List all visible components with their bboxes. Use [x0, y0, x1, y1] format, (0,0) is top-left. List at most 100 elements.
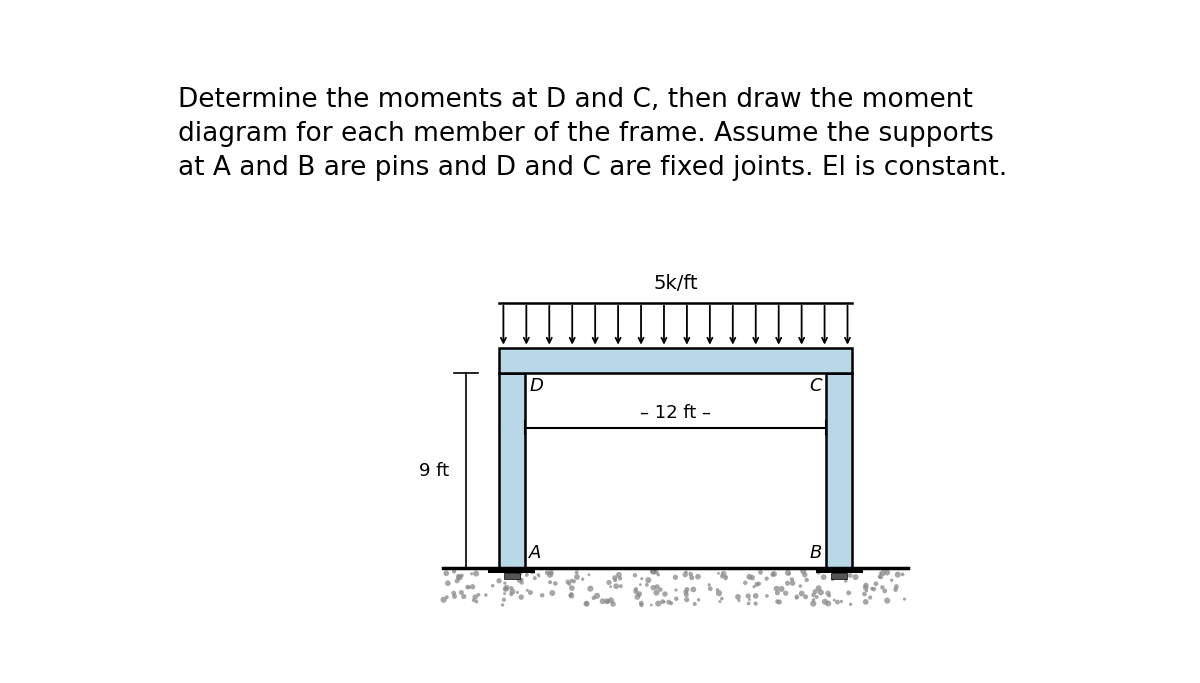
Point	[606, 581, 625, 591]
Point	[653, 596, 672, 607]
Point	[877, 567, 896, 578]
Text: D: D	[529, 377, 544, 395]
Point	[716, 572, 736, 583]
Point	[887, 581, 906, 592]
Point	[708, 585, 727, 596]
Point	[730, 595, 749, 606]
Point	[866, 579, 886, 589]
Point	[510, 568, 529, 579]
Point	[805, 586, 824, 597]
Point	[643, 566, 662, 577]
Point	[666, 572, 685, 583]
Point	[444, 587, 463, 598]
Point	[818, 598, 838, 609]
Point	[824, 595, 844, 606]
Point	[601, 595, 620, 606]
Point	[739, 598, 758, 609]
Point	[710, 596, 730, 607]
Point	[846, 572, 865, 583]
Point	[466, 591, 485, 602]
Point	[517, 585, 536, 596]
Point	[820, 590, 839, 601]
Point	[809, 583, 828, 594]
Point	[604, 598, 623, 609]
Point	[463, 581, 482, 592]
Point	[437, 591, 456, 602]
Point	[764, 568, 784, 579]
Point	[684, 584, 703, 595]
Point	[888, 569, 907, 580]
Point	[677, 594, 696, 605]
Point	[871, 572, 890, 583]
Point	[767, 583, 786, 594]
Point	[763, 569, 782, 580]
Point	[445, 591, 464, 602]
Bar	[832, 572, 847, 579]
Point	[510, 574, 529, 585]
Point	[564, 576, 583, 587]
Point	[458, 582, 478, 593]
Point	[454, 591, 473, 602]
Point	[631, 598, 650, 609]
Point	[642, 600, 661, 611]
Point	[538, 567, 557, 578]
Point	[768, 587, 787, 598]
Point	[809, 567, 828, 578]
Point	[877, 595, 896, 606]
Point	[797, 574, 816, 585]
Point	[787, 591, 806, 602]
Point	[784, 578, 803, 589]
Point	[659, 597, 678, 608]
Point	[677, 589, 696, 600]
Point	[629, 589, 648, 600]
Point	[864, 584, 883, 595]
Point	[511, 591, 530, 602]
Point	[746, 598, 766, 609]
Point	[494, 594, 514, 605]
Point	[738, 591, 757, 602]
Point	[581, 583, 600, 594]
Point	[605, 572, 624, 583]
Point	[521, 587, 540, 598]
Point	[512, 577, 532, 588]
Point	[776, 588, 796, 599]
Point	[593, 596, 612, 607]
Point	[484, 581, 503, 591]
Point	[632, 573, 652, 584]
Point	[832, 596, 851, 607]
Point	[577, 598, 596, 609]
Point	[562, 575, 581, 586]
Point	[647, 567, 666, 578]
Point	[558, 576, 577, 587]
Point	[689, 571, 708, 582]
Bar	[816, 568, 863, 572]
Point	[748, 579, 767, 590]
Point	[685, 598, 704, 609]
Point	[677, 587, 696, 598]
Point	[643, 582, 662, 593]
Bar	[826, 373, 852, 568]
Point	[630, 589, 649, 600]
Point	[840, 570, 859, 581]
Point	[746, 590, 766, 601]
Point	[467, 596, 486, 607]
Point	[448, 575, 467, 586]
Point	[434, 594, 454, 605]
Point	[568, 572, 587, 583]
Point	[782, 574, 802, 585]
Point	[857, 585, 876, 596]
Point	[677, 567, 696, 578]
Point	[709, 568, 728, 579]
Point	[778, 578, 797, 589]
Point	[451, 587, 470, 598]
Point	[739, 571, 758, 582]
Point	[779, 568, 798, 579]
Point	[854, 589, 874, 600]
Point	[792, 588, 811, 599]
Point	[736, 577, 755, 588]
Point	[682, 568, 701, 579]
Point	[541, 568, 560, 579]
Point	[804, 598, 823, 609]
Point	[610, 570, 629, 581]
Point	[886, 584, 905, 595]
